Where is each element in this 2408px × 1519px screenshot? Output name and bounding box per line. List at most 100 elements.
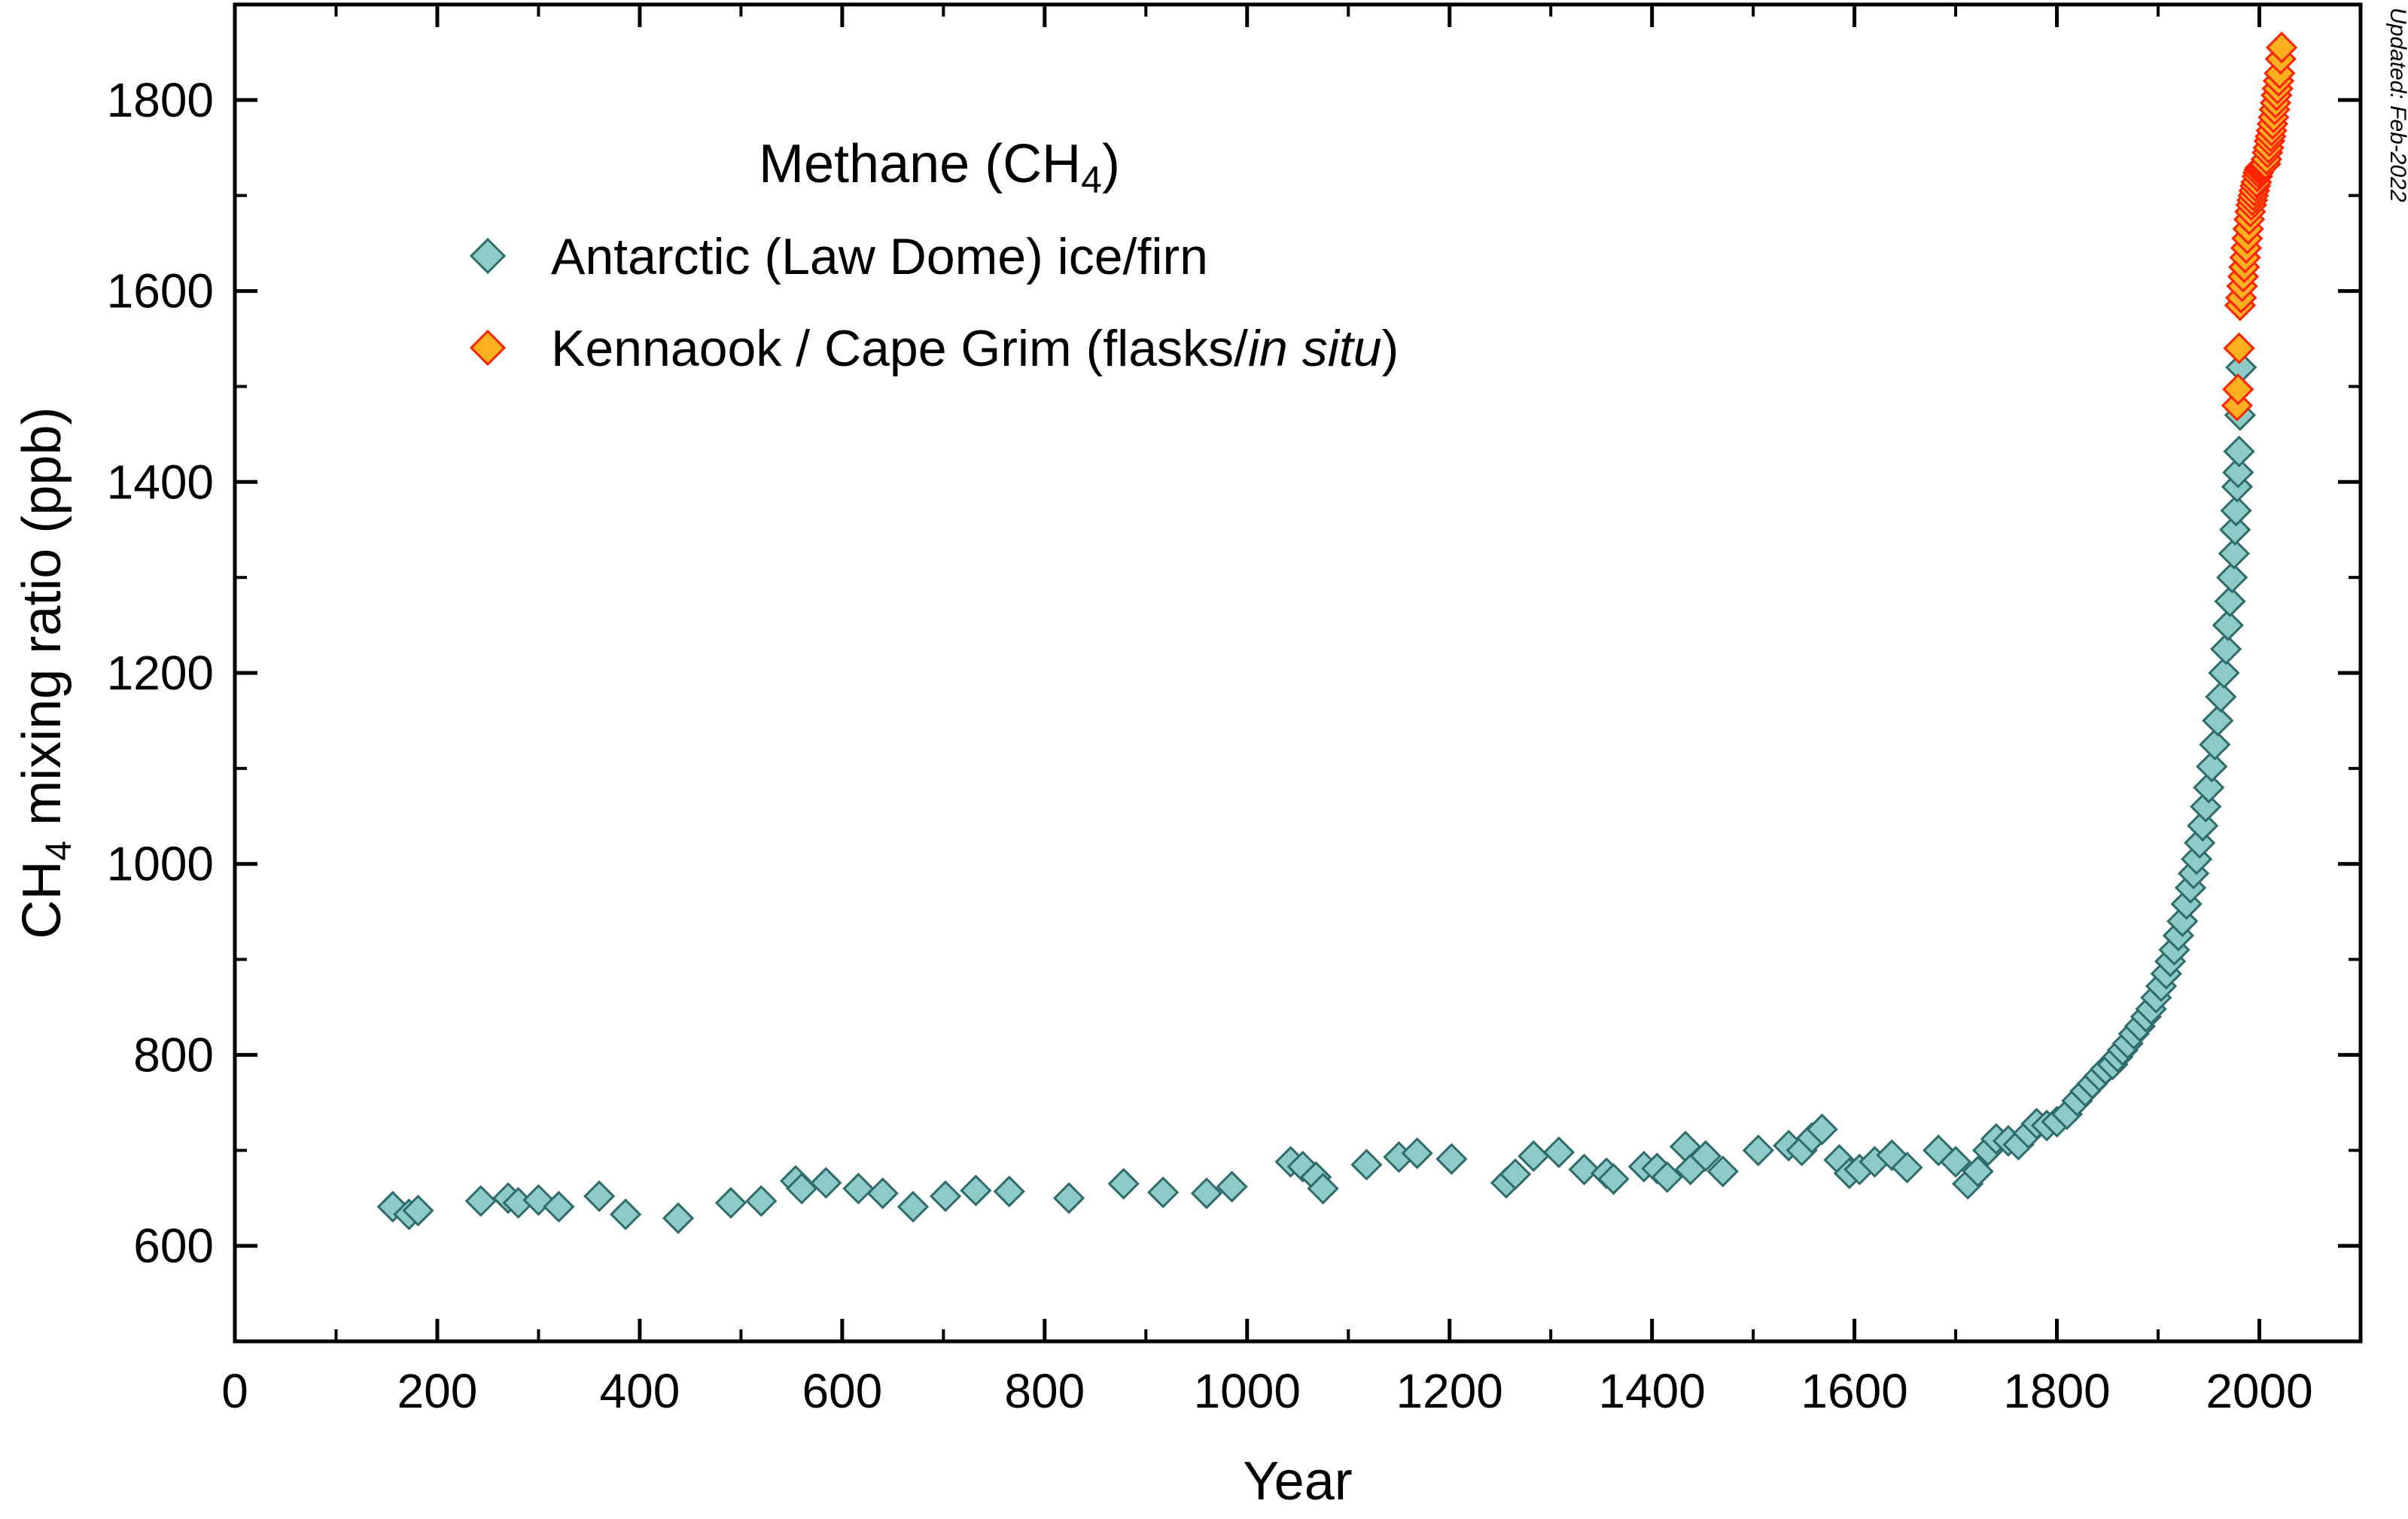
law-dome-point	[583, 1180, 616, 1213]
y-tick-label: 600	[133, 1219, 214, 1273]
law-dome-point	[1706, 1155, 1739, 1188]
law-dome-point	[745, 1185, 778, 1217]
y-tick-label: 1000	[107, 837, 214, 891]
y-axis-ticks: 600 800 1000 1200 1400 1600 1800	[107, 3, 2361, 1343]
x-tick-label: 0	[221, 1364, 248, 1418]
law-dome-point	[929, 1180, 962, 1213]
x-axis-title: Year	[1243, 1451, 1352, 1511]
x-tick-label: 200	[397, 1364, 478, 1418]
law-dome-point	[464, 1185, 497, 1217]
law-dome-point	[1307, 1172, 1339, 1205]
law-dome-point	[2212, 609, 2244, 641]
y-tick-label: 800	[133, 1027, 214, 1082]
law-dome-point	[2193, 772, 2225, 804]
law-dome-point	[2218, 537, 2251, 570]
legend-label-cape-grim-italic: in situ	[1248, 320, 1382, 377]
law-dome-point	[866, 1177, 899, 1210]
law-dome-point	[1742, 1134, 1774, 1167]
law-dome-point	[2170, 887, 2203, 921]
y-axis-title-prefix: CH	[12, 860, 72, 939]
legend-title: Methane (CH4)	[759, 134, 1120, 201]
law-dome-point	[2220, 495, 2252, 527]
law-dome-point	[2208, 656, 2240, 689]
law-dome-point	[2216, 562, 2248, 594]
x-tick-label: 800	[1004, 1364, 1085, 1418]
law-dome-point	[1939, 1146, 1972, 1178]
x-tick-label: 1600	[1801, 1364, 1907, 1418]
x-axis-ticks: 0 200 400 600 800 1000 1200 1400 1600 1800 2000	[221, 5, 2313, 1418]
law-dome-point	[2223, 435, 2255, 467]
law-dome-point	[662, 1202, 695, 1234]
law-dome-point	[609, 1198, 642, 1231]
law-dome-point	[1216, 1170, 1248, 1203]
cape-grim-point	[2222, 373, 2254, 406]
updated-note: Updated: Feb-2022	[2385, 8, 2408, 202]
law-dome-point	[1147, 1176, 1180, 1209]
law-dome-point	[402, 1195, 434, 1227]
law-dome-point	[1518, 1140, 1550, 1173]
law-dome-point	[897, 1191, 930, 1223]
law-dome-point	[1542, 1136, 1575, 1168]
law-dome-point	[1597, 1163, 1630, 1195]
law-dome-point	[1107, 1167, 1140, 1200]
legend-title-suffix: )	[1102, 134, 1120, 194]
x-tick-label: 2000	[2206, 1364, 2312, 1418]
cape-grim-point	[2265, 31, 2298, 64]
legend-label-cape-grim: Kennaook / Cape Grim (flasks/in situ)	[551, 320, 1399, 377]
law-dome-point	[2199, 729, 2231, 761]
law-dome-point	[2202, 705, 2234, 737]
series-cape-grim	[2221, 31, 2298, 422]
law-dome-point	[1568, 1153, 1600, 1186]
law-dome-point	[2196, 750, 2228, 783]
y-axis-title: CH4 mixing ratio (ppb)	[12, 407, 79, 939]
cape-grim-point	[2223, 332, 2255, 364]
law-dome-point	[1499, 1158, 1532, 1191]
law-dome-point	[2190, 790, 2222, 823]
law-dome-point	[543, 1191, 575, 1223]
law-dome-point	[810, 1167, 842, 1199]
law-dome-point	[2210, 633, 2242, 665]
x-tick-label: 600	[802, 1364, 882, 1418]
law-dome-point	[1806, 1113, 1838, 1146]
y-axis-title-subscript: 4	[39, 841, 79, 861]
y-axis-title-suffix: mixing ratio (ppb)	[12, 407, 72, 841]
legend-title-subscript: 4	[1081, 159, 1102, 201]
law-dome-point	[2181, 843, 2213, 875]
cape-grim-point	[2221, 389, 2254, 422]
x-tick-label: 1000	[1194, 1364, 1301, 1418]
x-tick-label: 1200	[1396, 1364, 1503, 1418]
plot-frame	[233, 2, 2363, 1344]
law-dome-point	[842, 1172, 875, 1205]
law-dome-point	[2187, 809, 2219, 842]
law-dome-point	[2222, 456, 2254, 489]
law-dome-point	[1651, 1161, 1683, 1193]
y-tick-label: 1600	[107, 264, 214, 318]
law-dome-point	[2214, 585, 2246, 617]
x-tick-label: 1400	[1598, 1364, 1705, 1418]
law-dome-point	[1876, 1139, 1908, 1171]
law-dome-point	[1052, 1182, 1085, 1214]
legend-label-cape-grim-part3: )	[1382, 320, 1399, 377]
series-law-dome	[376, 351, 2257, 1234]
x-tick-label: 400	[600, 1364, 680, 1418]
y-tick-label: 1400	[107, 455, 214, 509]
law-dome-point	[1435, 1143, 1468, 1175]
y-tick-label: 1200	[107, 646, 214, 700]
law-dome-point	[993, 1175, 1025, 1207]
legend: Methane (CH4) Antarctic (Law Dome) ice/f…	[469, 134, 1399, 377]
law-dome-point	[714, 1186, 747, 1219]
legend-marker-law-dome	[469, 237, 507, 275]
legend-marker-cape-grim	[469, 329, 507, 367]
law-dome-point	[1962, 1155, 1994, 1188]
law-dome-point	[1190, 1177, 1223, 1210]
law-dome-point	[960, 1174, 992, 1207]
legend-title-main: Methane (CH	[759, 134, 1081, 194]
law-dome-point	[2219, 513, 2251, 546]
law-dome-point	[1401, 1137, 1433, 1170]
y-tick-label: 1800	[107, 73, 214, 127]
x-tick-label: 1800	[2003, 1364, 2110, 1418]
law-dome-point	[1350, 1149, 1383, 1181]
legend-label-cape-grim-part1: Kennaook / Cape Grim (flasks/	[551, 320, 1248, 377]
law-dome-point	[1891, 1151, 1923, 1184]
